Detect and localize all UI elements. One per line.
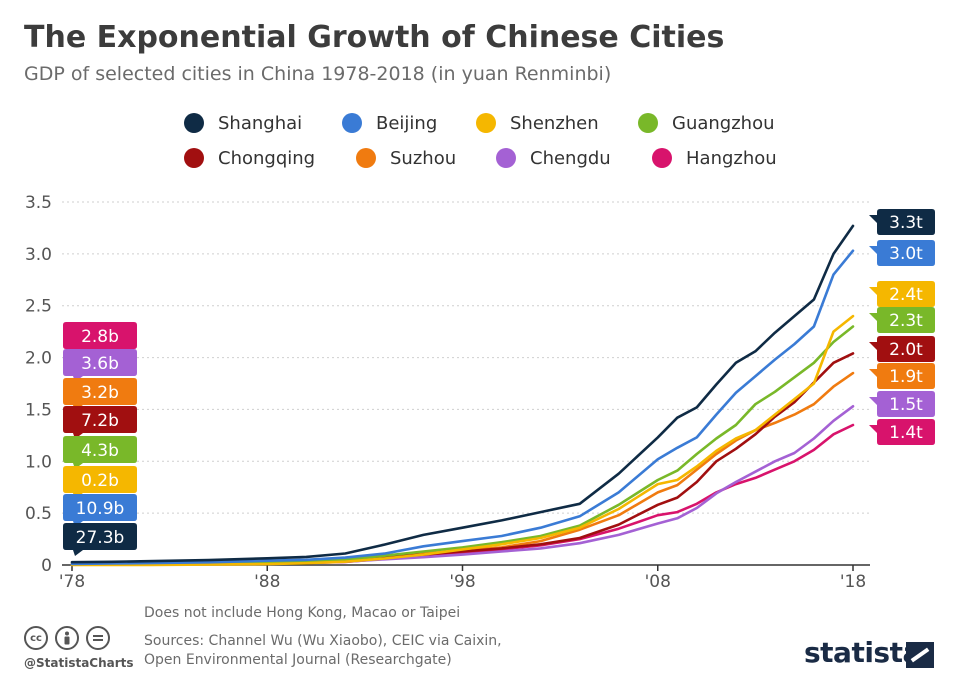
legend-label: Guangzhou [672,112,775,134]
legend-item-beijing: Beijing [342,111,437,135]
y-tick-label: 1.0 [25,452,52,472]
legend-label: Shenzhen [510,112,599,134]
legend-item-chengdu: Chengdu [496,146,611,170]
end-label-box-chengdu [869,391,935,417]
end-label-hangzhou: 1.4t [889,423,923,443]
legend-marker [638,113,658,133]
legend-label: Shanghai [218,112,303,134]
series-line-chongqing [70,352,855,566]
twitter-handle: @StatistaCharts [24,656,134,670]
start-label-box-guangzhou [63,436,137,469]
end-label-shenzhen: 2.4t [889,285,923,305]
end-label-box-shanghai [869,209,935,235]
y-tick-label: 2.5 [25,297,52,317]
legend-marker [184,148,204,168]
end-label-box-guangzhou [869,307,935,333]
start-label-chongqing: 7.2b [81,411,119,431]
x-tick-label: '88 [254,572,280,592]
series-line-shanghai [70,224,855,564]
start-label-guangzhou: 4.3b [81,441,119,461]
source-line-1: Sources: Channel Wu (Wu Xiaobo), CEIC vi… [144,633,502,649]
start-label-box-shenzhen [63,466,137,499]
x-tick-label: '18 [840,572,866,592]
cc-icon: cc [24,626,48,650]
legend-marker [184,113,204,133]
legend-label: Suzhou [390,147,457,169]
x-tick-label: '08 [645,572,671,592]
line-chart: 0 0.5 1.0 1.5 2.0 2.5 3.0 3.5 '78 '88 '98 '08 '18 2.8… [25,193,935,592]
end-label-suzhou: 1.9t [889,367,923,387]
y-tick-label: 2.0 [25,349,52,369]
legend-marker [342,113,362,133]
end-label-box-shenzhen [869,281,935,307]
start-label-box-suzhou [63,378,137,411]
series-line-guangzhou [70,325,855,566]
legend-item-hangzhou: Hangzhou [652,146,777,170]
series-line-suzhou [70,371,855,566]
source-line-2: Open Environmental Journal (Researchgate… [144,652,452,668]
legend-item-guangzhou: Guangzhou [638,111,775,135]
footnote: Does not include Hong Kong, Macao or Tai… [144,605,461,621]
end-label-guangzhou: 2.3t [889,311,923,331]
legend-item-suzhou: Suzhou [356,146,456,170]
start-label-suzhou: 3.2b [81,383,119,403]
y-tick-label: 3.5 [25,193,52,213]
legend-item-chongqing: Chongqing [184,146,315,170]
legend-item-shenzhen: Shenzhen [476,111,599,135]
y-tick-label: 3.0 [25,245,52,265]
legend-marker [356,148,376,168]
statista-logo-icon [906,642,934,668]
series-line-hangzhou [70,423,855,566]
source-note: Sources: Channel Wu (Wu Xiaobo), CEIC vi… [144,632,502,670]
y-tick-label: 0.5 [25,504,52,524]
series-line-shenzhen [70,314,855,567]
statista-logo: statista [804,636,921,669]
start-label-box-shanghai [63,523,137,556]
chart-title: The Exponential Growth of Chinese Cities [24,20,725,55]
end-label-chongqing: 2.0t [889,340,923,360]
legend-marker [476,113,496,133]
end-label-beijing: 3.0t [889,244,923,264]
y-tick-label: 0 [41,556,52,576]
start-label-shanghai: 27.3b [76,528,125,548]
x-tick-label: '98 [449,572,475,592]
legend-item-shanghai: Shanghai [184,111,302,135]
legend-marker [652,148,672,168]
start-label-box-beijing [63,494,137,527]
start-label-beijing: 10.9b [76,499,125,519]
end-label-box-beijing [869,240,935,266]
y-tick-label: 1.5 [25,400,52,420]
start-label-chengdu: 3.6b [81,354,119,374]
start-label-shenzhen: 0.2b [81,471,119,491]
by-icon [55,626,79,650]
legend-label: Chongqing [218,147,316,169]
start-label-box-chengdu [63,349,137,382]
end-label-chengdu: 1.5t [889,395,923,415]
start-label-box-hangzhou [63,322,137,355]
end-label-shanghai: 3.3t [889,213,923,233]
legend-label: Chengdu [530,147,611,169]
nd-icon [86,626,110,650]
legend-label: Hangzhou [686,147,777,169]
series-line-beijing [70,249,855,566]
start-label-hangzhou: 2.8b [81,327,119,347]
end-label-box-hangzhou [869,419,935,445]
legend-label: Beijing [376,112,438,134]
x-tick-label: '78 [59,572,85,592]
start-label-box-chongqing [63,406,137,439]
chart-subtitle: GDP of selected cities in China 1978-201… [24,63,612,85]
legend-marker [496,148,516,168]
end-label-box-chongqing [869,336,935,362]
license-icons: cc [24,626,117,650]
end-label-box-suzhou [869,363,935,389]
